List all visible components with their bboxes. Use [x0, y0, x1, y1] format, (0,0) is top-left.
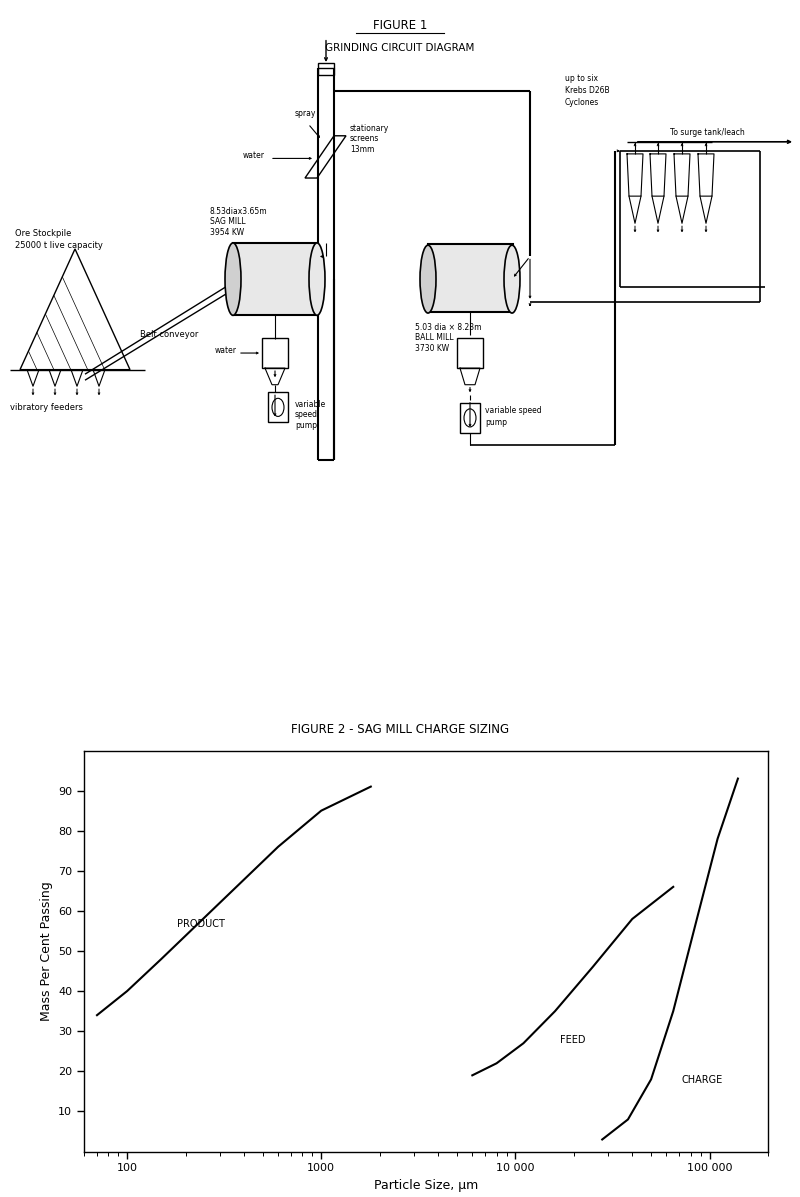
- Y-axis label: Mass Per Cent Passing: Mass Per Cent Passing: [39, 881, 53, 1021]
- Text: stationary: stationary: [350, 123, 390, 133]
- Ellipse shape: [504, 245, 520, 314]
- Text: water: water: [215, 346, 237, 354]
- Text: To surge tank/leach: To surge tank/leach: [670, 128, 745, 138]
- Text: 3954 KW: 3954 KW: [210, 227, 244, 237]
- Text: 8.53diaх3.65m: 8.53diaх3.65m: [210, 207, 268, 215]
- Bar: [268, 393, 288, 423]
- Text: GRINDING CIRCUIT DIAGRAM: GRINDING CIRCUIT DIAGRAM: [326, 43, 474, 54]
- Text: 13mm: 13mm: [350, 145, 374, 154]
- Text: Krebs D26B: Krebs D26B: [565, 86, 610, 95]
- Text: spray: spray: [295, 109, 316, 117]
- Text: SAG MILL: SAG MILL: [210, 218, 246, 226]
- Text: up to six: up to six: [565, 74, 598, 83]
- Ellipse shape: [420, 245, 436, 314]
- Text: PRODUCT: PRODUCT: [177, 919, 225, 929]
- Text: screens: screens: [350, 134, 379, 144]
- Text: Cyclones: Cyclones: [565, 98, 599, 107]
- Bar: [460, 403, 480, 433]
- Text: variable: variable: [295, 400, 326, 409]
- Text: 5.03 dia × 8.23m: 5.03 dia × 8.23m: [415, 323, 482, 332]
- X-axis label: Particle Size, μm: Particle Size, μm: [374, 1179, 478, 1192]
- Text: FEED: FEED: [560, 1035, 586, 1045]
- Text: Ore Stockpile: Ore Stockpile: [15, 230, 71, 238]
- Bar: [457, 338, 483, 369]
- Text: variable speed: variable speed: [485, 406, 542, 415]
- Text: FIGURE 2 - SAG MILL CHARGE SIZING: FIGURE 2 - SAG MILL CHARGE SIZING: [291, 723, 509, 736]
- Text: pump: pump: [485, 418, 507, 427]
- Bar: [318, 63, 334, 75]
- Text: Belt conveyor: Belt conveyor: [140, 330, 198, 340]
- Text: speed: speed: [295, 411, 318, 419]
- Text: FIGURE 1: FIGURE 1: [373, 19, 427, 32]
- Bar: [233, 243, 318, 315]
- Ellipse shape: [225, 243, 241, 315]
- Bar: [262, 338, 288, 369]
- Text: pump: pump: [295, 421, 317, 430]
- Text: CHARGE: CHARGE: [682, 1075, 723, 1086]
- Bar: [428, 244, 513, 312]
- Text: vibratory feeders: vibratory feeders: [10, 403, 83, 412]
- Text: 25000 t live capacity: 25000 t live capacity: [15, 242, 103, 250]
- Text: water: water: [243, 151, 265, 160]
- Text: BALL MILL: BALL MILL: [415, 334, 454, 342]
- Ellipse shape: [309, 243, 325, 315]
- Text: 3730 KW: 3730 KW: [415, 344, 449, 353]
